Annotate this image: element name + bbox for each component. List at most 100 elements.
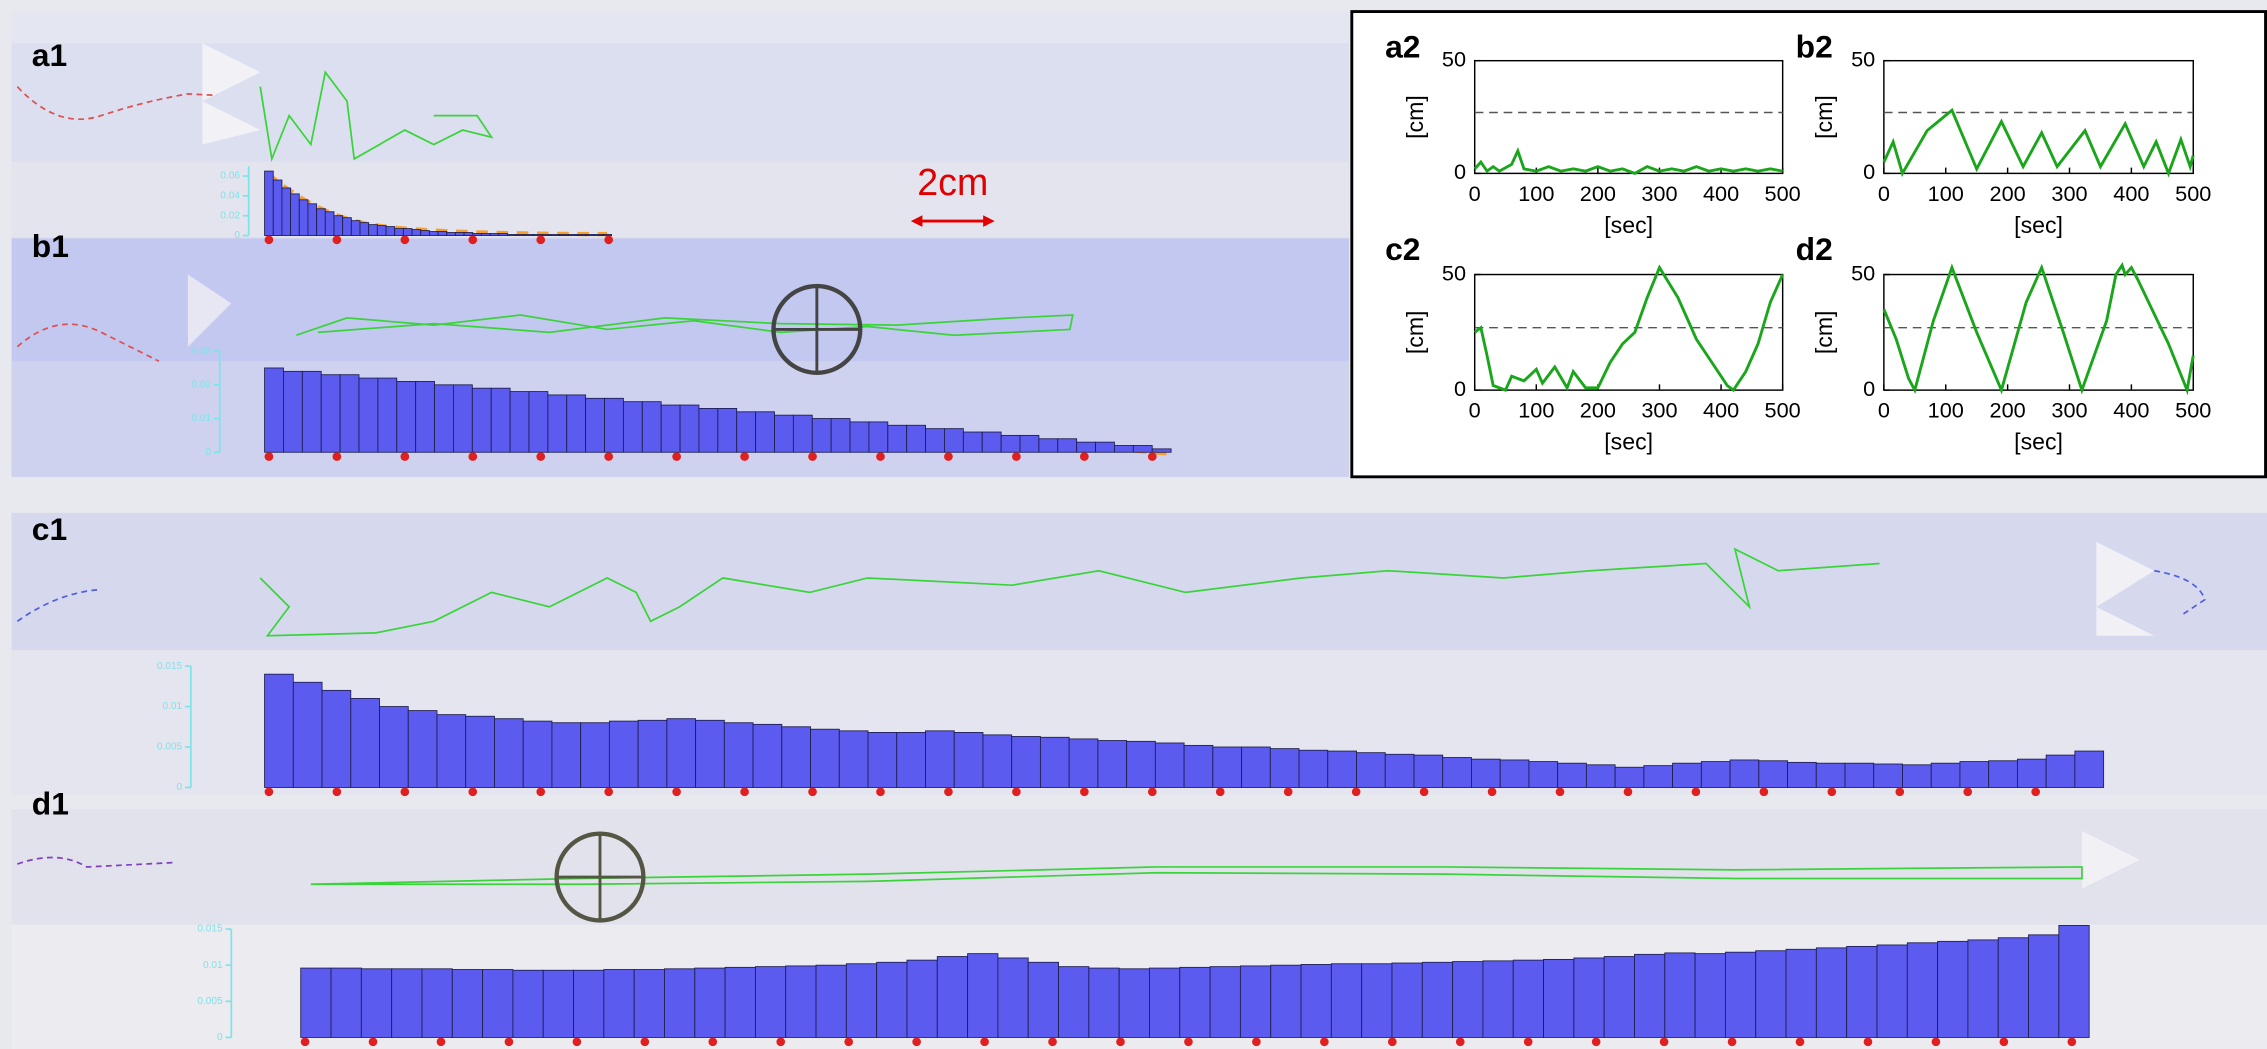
bar <box>622 401 643 453</box>
bar <box>573 969 605 1038</box>
bar <box>1471 758 1501 788</box>
marker-dot <box>912 1037 921 1047</box>
bar <box>1930 762 1961 788</box>
marker-dot <box>844 1037 854 1047</box>
bar <box>723 722 754 788</box>
bar <box>1209 966 1241 1038</box>
marker-dot <box>1080 787 1089 797</box>
bar <box>838 730 869 788</box>
bar <box>830 418 851 453</box>
bar <box>324 211 335 236</box>
bar <box>482 969 514 1038</box>
bar <box>1118 968 1150 1038</box>
bar <box>507 234 517 236</box>
marker-dot <box>264 452 274 461</box>
bar <box>360 968 393 1038</box>
bar <box>602 234 613 236</box>
y-axis-label: [cm] <box>1811 311 1837 355</box>
bar <box>724 966 756 1038</box>
bar <box>1758 760 1788 788</box>
bar <box>2045 754 2076 788</box>
bar <box>1724 951 1757 1038</box>
bar <box>896 732 926 788</box>
data-line <box>1882 107 2195 178</box>
marker-dot <box>876 452 885 461</box>
bar <box>264 673 294 788</box>
data-line <box>1473 146 1783 175</box>
marker-dot <box>1623 787 1633 797</box>
bar <box>925 730 955 788</box>
bar <box>585 397 605 453</box>
marker-dot <box>400 235 410 245</box>
bar <box>660 404 681 453</box>
bar <box>509 391 530 453</box>
marker-dot <box>740 452 749 461</box>
bar <box>694 967 726 1038</box>
y-tick-label: 0.015 <box>197 924 223 935</box>
marker-dot <box>776 1037 786 1047</box>
bar <box>1755 950 1787 1038</box>
bar <box>1384 753 1415 788</box>
bar <box>633 969 665 1038</box>
trajectories <box>16 70 2206 923</box>
marker-dot <box>604 235 614 245</box>
bar <box>290 193 300 236</box>
y-tick-label: 0.01 <box>203 960 223 971</box>
bar <box>781 726 811 788</box>
bar <box>695 719 725 788</box>
x-tick-label: 400 <box>1703 398 1739 423</box>
data-line <box>1473 264 1784 393</box>
bar <box>396 381 417 453</box>
bar <box>845 963 878 1038</box>
bar <box>925 428 945 453</box>
x-tick-label: 0 <box>1469 181 1481 206</box>
marker-dot <box>468 787 478 797</box>
marker-dot <box>1387 1037 1397 1047</box>
x-tick-label: 100 <box>1518 181 1554 206</box>
bar <box>811 418 832 453</box>
y-tick-label: 0 <box>205 447 211 458</box>
marker-dot <box>2031 787 2041 797</box>
y-tick-label: 0.02 <box>220 210 240 221</box>
bar <box>498 233 508 236</box>
bar <box>350 698 380 788</box>
bar <box>1269 748 1300 788</box>
bar <box>379 706 409 788</box>
bar <box>1391 962 1423 1038</box>
y-tick-label: 0 <box>217 1032 223 1043</box>
bar <box>1442 757 1472 788</box>
bar <box>264 367 284 453</box>
panel-label: c2 <box>1385 231 1420 267</box>
bar <box>2058 925 2090 1038</box>
bar <box>944 428 964 453</box>
bar <box>906 959 938 1038</box>
bar <box>792 414 813 453</box>
bar <box>1183 744 1214 788</box>
marker-dot <box>1048 1037 1057 1047</box>
marker-dot <box>1727 1037 1737 1047</box>
bar <box>1499 759 1530 788</box>
marker-dot <box>536 787 546 797</box>
bar <box>394 228 404 236</box>
bar <box>585 234 595 236</box>
y-tick-label: 50 <box>1851 46 1875 71</box>
bar <box>541 234 552 236</box>
x-tick-label: 200 <box>1990 181 2026 206</box>
marker-dot <box>640 1037 650 1047</box>
y-tick-label: 0.02 <box>191 379 211 390</box>
x-axis-label: [sec] <box>2014 212 2063 238</box>
bar <box>953 732 984 788</box>
x-tick-label: 300 <box>2051 398 2087 423</box>
x-tick-label: 300 <box>1641 181 1677 206</box>
bar <box>465 715 495 788</box>
marker-dot <box>536 452 546 461</box>
bar <box>1027 961 1059 1038</box>
bar <box>533 234 543 236</box>
bar <box>358 377 379 453</box>
marker-dot <box>604 452 614 461</box>
bar <box>522 720 553 788</box>
y-tick-label: 0.03 <box>191 346 211 357</box>
bar <box>1967 939 1999 1038</box>
bar <box>1068 738 1099 788</box>
